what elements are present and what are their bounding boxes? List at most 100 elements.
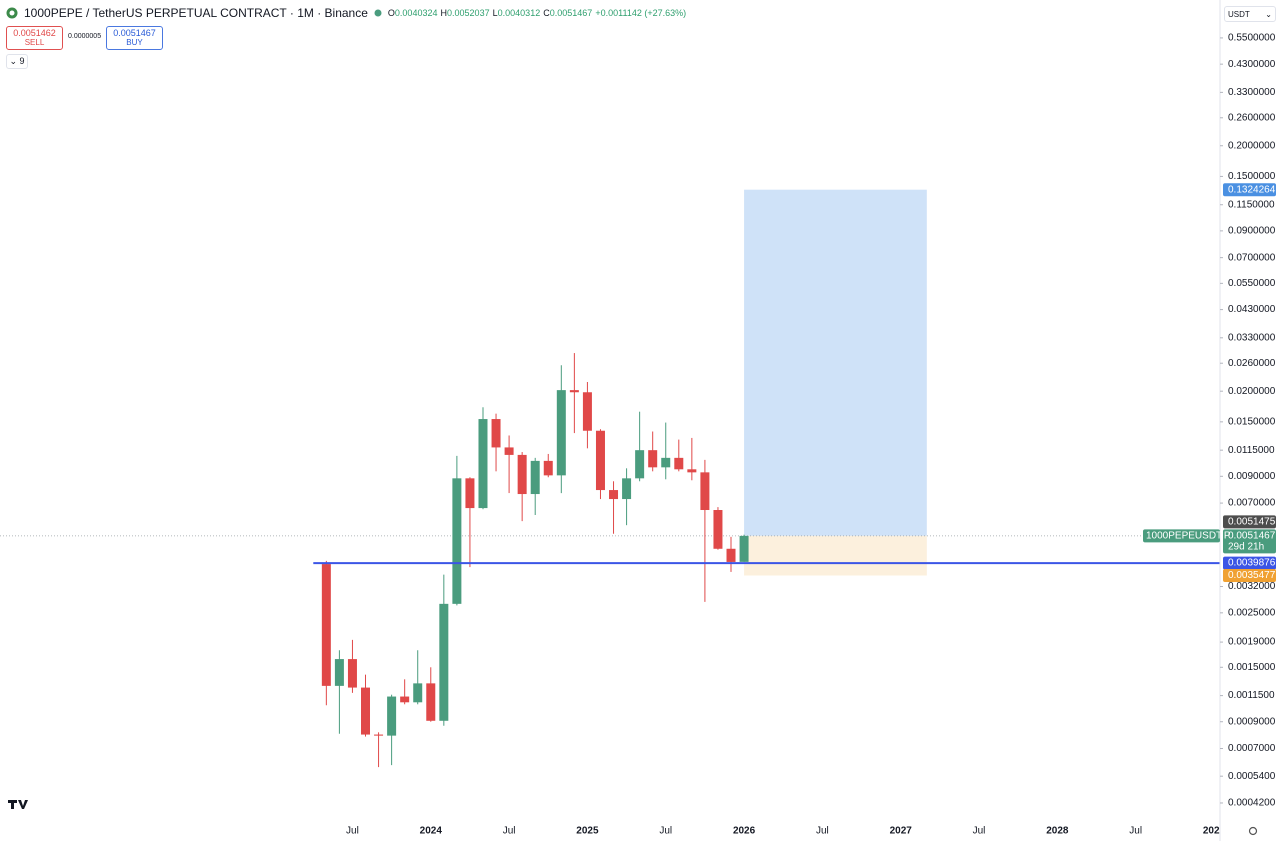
candle-body	[361, 687, 371, 735]
symbol-tag-bg	[1143, 529, 1220, 543]
y-tick-label: 0.4300000	[1228, 59, 1276, 70]
candle-body	[334, 659, 344, 686]
candle-body	[635, 450, 645, 479]
x-tick-label: Jul	[1129, 826, 1142, 837]
candle-body	[661, 457, 671, 468]
symbol-icon	[6, 7, 18, 19]
y-tick-label: 0.0115000	[1228, 445, 1275, 456]
spread: 0.0000005	[68, 33, 102, 40]
y-tick-label: 0.0025000	[1228, 607, 1276, 618]
y-tick-label: 0.0550000	[1228, 278, 1276, 289]
target-label: 0.1324264	[1228, 184, 1276, 195]
last-price-bg	[1223, 529, 1276, 554]
ohlc-value: 0.0051467	[549, 8, 593, 18]
y-tick-label: 0.0019000	[1228, 637, 1276, 648]
candle-body	[622, 478, 632, 500]
candle-body	[400, 696, 410, 703]
candle-body	[556, 390, 566, 476]
x-tick-label: 2026	[733, 826, 756, 837]
candle-body	[439, 603, 449, 721]
hline-label: 0.0039876	[1228, 558, 1276, 569]
y-tick-label: 0.3300000	[1228, 87, 1276, 98]
candle-body	[569, 390, 579, 393]
ohlc-letter: H	[440, 8, 448, 18]
y-tick-label: 0.0011500	[1228, 690, 1275, 701]
candle-body	[739, 535, 749, 562]
ohlc-letter: L	[492, 8, 498, 18]
candle-body	[347, 659, 357, 688]
buy-button[interactable]: 0.0051467 BUY	[106, 26, 163, 50]
chart-title: 1000PEPE / TetherUS PERPETUAL CONTRACT ·…	[24, 6, 368, 20]
y-tick-label: 0.0330000	[1228, 332, 1276, 343]
candle-body	[413, 683, 423, 703]
candle-body	[426, 683, 436, 721]
y-tick-label: 0.2000000	[1228, 140, 1276, 151]
symbol-tag: 1000PEPEUSDT.P	[1146, 531, 1231, 542]
currency: USDT	[1228, 10, 1250, 19]
candle-body	[478, 419, 488, 509]
stop-label: 0.0035477	[1228, 570, 1276, 581]
ohlc-value: 0.0040324	[394, 8, 438, 18]
y-tick-label: 0.2600000	[1228, 112, 1276, 123]
x-tick-label: Jul	[503, 826, 516, 837]
candle-body	[530, 460, 540, 495]
sell-label: SELL	[24, 38, 45, 47]
ohlc-value: 0.0052037	[447, 8, 490, 18]
y-tick-label: 0.0700000	[1228, 252, 1276, 263]
y-tick-label: 0.0004200	[1228, 798, 1276, 809]
candle-body	[648, 450, 658, 468]
entry-label-bg	[1223, 515, 1276, 529]
x-tick-label: Jul	[816, 826, 829, 837]
x-tick-label: 2027	[890, 826, 913, 837]
ohlc-letter: O	[387, 8, 395, 18]
candle-body	[687, 469, 697, 473]
buy-label: BUY	[126, 38, 143, 47]
settings-icon	[1248, 826, 1258, 836]
y-tick-label: 0.0900000	[1228, 226, 1276, 237]
sell-button[interactable]: 0.0051462 SELL	[6, 26, 63, 50]
chart-header: 1000PEPE / TetherUS PERPETUAL CONTRACT ·…	[6, 6, 686, 20]
candle-body	[504, 447, 514, 455]
entry-label: 0.0051475	[1228, 516, 1276, 527]
currency-select[interactable]: USDT ⌄	[1224, 6, 1276, 22]
x-tick-label: Jul	[659, 826, 672, 837]
candle-body	[700, 472, 710, 511]
indicators-toggle[interactable]: ⌄ 9	[6, 54, 28, 69]
ohlc-letter: C	[543, 8, 550, 18]
countdown: 29d 21h	[1228, 542, 1264, 553]
y-tick-label: 0.0015000	[1228, 662, 1276, 673]
y-tick-label: 0.0150000	[1228, 416, 1276, 427]
status-dot	[374, 9, 382, 17]
candle-body	[387, 696, 397, 736]
candle-body	[609, 490, 619, 500]
x-tick-label: 2025	[576, 826, 599, 837]
x-tick-label: 2028	[1046, 826, 1069, 837]
candle-body	[595, 430, 605, 491]
x-tick-label: 2029	[1203, 826, 1226, 837]
candle-body	[582, 392, 592, 431]
tradingview-logo	[8, 800, 28, 809]
position-profit-zone	[744, 189, 927, 536]
y-tick-label: 0.5500000	[1228, 33, 1276, 44]
candle-body	[491, 419, 501, 448]
indicator-count: 9	[19, 56, 25, 66]
buy-price: 0.0051467	[113, 28, 156, 38]
position-loss-zone	[744, 535, 927, 576]
y-tick-label: 0.0005400	[1228, 771, 1276, 782]
y-tick-label: 0.0090000	[1228, 471, 1276, 482]
x-tick-label: Jul	[346, 826, 359, 837]
target-label-bg	[1223, 183, 1276, 197]
stop-label-bg	[1223, 569, 1276, 583]
y-tick-label: 0.1150000	[1228, 199, 1275, 210]
y-tick-label: 0.1500000	[1228, 171, 1276, 182]
y-tick-label: 0.0009000	[1228, 716, 1276, 727]
y-tick-label: 0.0032000	[1228, 581, 1276, 592]
candle-body	[674, 457, 684, 470]
x-tick-label: 2024	[420, 826, 443, 837]
sell-price: 0.0051462	[13, 28, 56, 38]
change: +0.0011142 (+27.63%)	[595, 8, 687, 18]
candle-body	[517, 454, 527, 495]
x-tick-label: Jul	[973, 826, 986, 837]
